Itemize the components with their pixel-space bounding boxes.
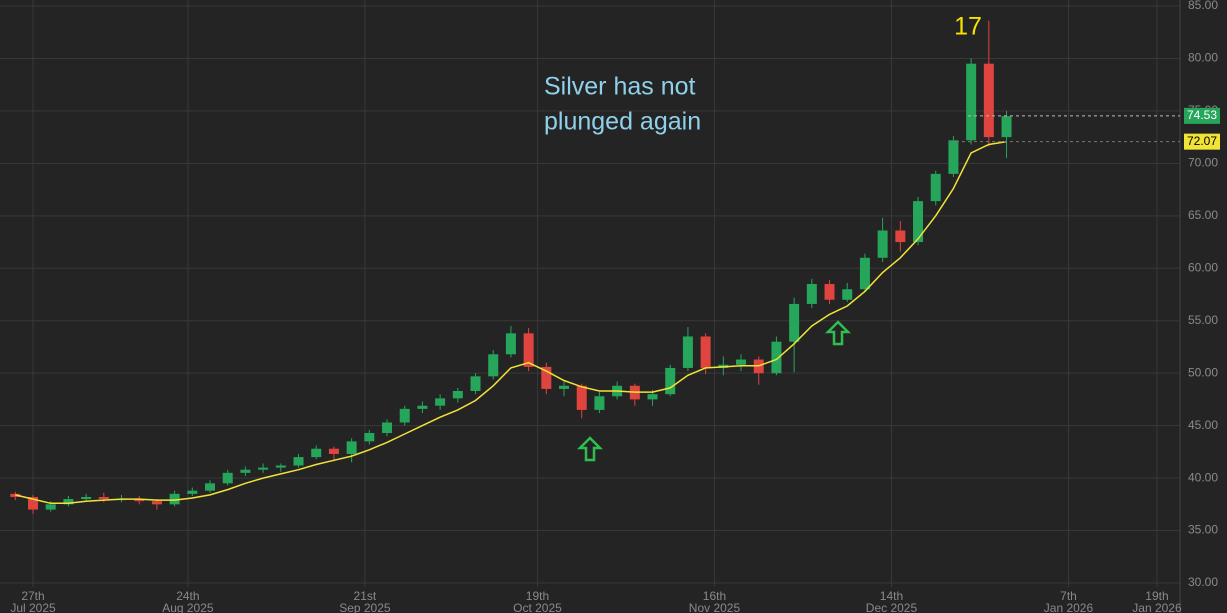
candle-body [682,336,693,368]
x-tick-label: 21st [354,589,377,603]
candle-body [647,394,658,400]
y-tick-label: 80.00 [1188,51,1218,65]
candle-body [187,490,198,494]
candle-body [806,284,817,304]
ma-tag-label: 72.07 [1187,134,1217,148]
candle-body [895,230,906,243]
y-tick-label: 60.00 [1188,260,1218,274]
x-tick-sublabel: Jan 2026 [1132,601,1182,613]
candle-body [222,472,233,484]
candle-body [789,303,800,342]
candle-body [169,493,180,505]
candle-body [205,483,216,491]
candle-body [399,408,410,423]
y-tick-label: 70.00 [1188,156,1218,170]
candle-body [859,257,870,290]
y-tick-label: 55.00 [1188,313,1218,327]
candle-body [665,367,676,395]
y-tick-label: 45.00 [1188,418,1218,432]
candle-body [311,448,322,458]
x-tick-label: 14th [880,589,903,603]
candle-body [488,354,499,377]
candle-body [275,465,286,468]
x-tick-sublabel: Jan 2026 [1044,601,1094,613]
arrow [576,436,604,462]
candle-body [134,499,145,502]
candle-body [63,499,74,505]
candle-body [98,496,109,500]
peak-label: 17 [954,13,982,41]
price-tag-label: 74.53 [1187,108,1217,122]
moving-average [15,140,1007,505]
candle-body [824,284,835,300]
y-tick-label: 30.00 [1188,575,1218,589]
x-tick-sublabel: Sep 2025 [339,601,391,613]
ma-tag [1184,133,1220,150]
y-tick-label: 65.00 [1188,208,1218,222]
candle-body [382,422,393,433]
x-tick-label: 19th [526,589,549,603]
candle-body [1001,116,1012,138]
x-tick-sublabel: Dec 2025 [866,601,918,613]
candle-body [541,366,552,389]
y-tick-label: 50.00 [1188,365,1218,379]
candle-body [842,289,853,300]
x-tick-sublabel: Nov 2025 [689,601,741,613]
price-tag [1184,107,1220,124]
x-tick-label: 24th [176,589,199,603]
candle-body [470,376,481,392]
candle-body [452,391,463,399]
candle-body [930,173,941,202]
candle-body [736,359,747,365]
candle-body [28,496,39,510]
candle-body [700,336,711,368]
candle-body [151,501,162,505]
candle-body [559,385,570,389]
candle-body [877,230,888,258]
candle-body [771,341,782,374]
candle-body [435,398,446,406]
candle-body [913,201,924,243]
candle-body [45,504,56,510]
y-tick-label: 35.00 [1188,523,1218,537]
x-tick-label: 16th [703,589,726,603]
arrow [824,320,852,346]
candle-body [293,457,304,466]
candle-body [523,333,534,367]
y-tick-label: 85.00 [1188,0,1218,12]
x-tick-sublabel: Aug 2025 [162,601,214,613]
candle-body [364,432,375,442]
candle-body [966,63,977,141]
candle-body [983,63,994,138]
candle-body [505,333,516,355]
x-tick-sublabel: Jul 2025 [10,601,56,613]
x-tick-sublabel: Oct 2025 [513,601,562,613]
candle-body [346,441,357,454]
candle-body [594,396,605,410]
candle-body [328,448,339,454]
candle-body [240,469,251,473]
x-tick-label: 7th [1060,589,1077,603]
candle-body [81,496,92,500]
candle-body [948,140,959,174]
x-tick-label: 19th [1145,589,1168,603]
annotation: plunged again [544,108,701,136]
candle-body [258,467,269,470]
candle-body [417,405,428,409]
x-tick-label: 27th [21,589,44,603]
y-tick-label: 40.00 [1188,470,1218,484]
annotation: Silver has not [544,73,696,101]
candle-body [576,385,587,410]
